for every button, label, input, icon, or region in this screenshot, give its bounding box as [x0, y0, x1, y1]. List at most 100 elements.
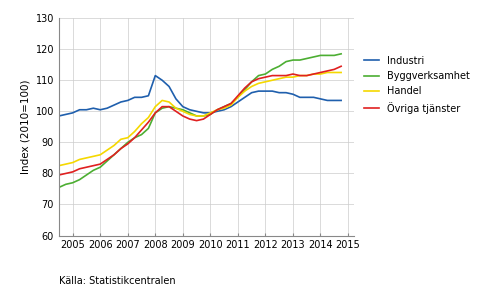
Byggverksamhet: [193, 114, 199, 118]
Byggverksamhet: [63, 182, 69, 186]
Övriga tjänster: [118, 147, 124, 150]
Line: Handel: Handel: [52, 72, 341, 166]
Handel: [125, 136, 131, 140]
Industri: [283, 91, 289, 95]
Industri: [256, 89, 262, 93]
Byggverksamhet: [276, 64, 282, 68]
Handel: [325, 71, 330, 74]
Övriga tjänster: [256, 77, 262, 81]
Övriga tjänster: [228, 102, 234, 105]
Byggverksamhet: [249, 80, 255, 84]
Handel: [214, 108, 220, 111]
Övriga tjänster: [242, 86, 248, 90]
Line: Industri: Industri: [52, 76, 341, 119]
Industri: [70, 111, 76, 115]
Handel: [118, 137, 124, 141]
Byggverksamhet: [77, 178, 82, 182]
Industri: [325, 99, 330, 102]
Handel: [138, 122, 144, 126]
Handel: [152, 105, 158, 108]
Byggverksamhet: [256, 74, 262, 77]
Byggverksamhet: [283, 60, 289, 63]
Handel: [318, 72, 324, 76]
Övriga tjänster: [311, 72, 317, 76]
Industri: [297, 95, 303, 99]
Handel: [104, 148, 110, 152]
Handel: [97, 153, 103, 157]
Handel: [235, 95, 241, 99]
Övriga tjänster: [56, 173, 62, 177]
Handel: [145, 116, 151, 119]
Industri: [242, 95, 248, 99]
Övriga tjänster: [200, 117, 206, 121]
Industri: [90, 106, 96, 110]
Byggverksamhet: [118, 147, 124, 150]
Övriga tjänster: [132, 136, 137, 140]
Byggverksamhet: [90, 169, 96, 172]
Industri: [249, 91, 255, 95]
Övriga tjänster: [104, 158, 110, 161]
Handel: [83, 156, 89, 160]
Övriga tjänster: [70, 170, 76, 174]
Handel: [311, 72, 317, 76]
Handel: [249, 85, 255, 88]
Övriga tjänster: [152, 111, 158, 115]
Handel: [207, 111, 213, 115]
Handel: [304, 74, 310, 77]
Line: Övriga tjänster: Övriga tjänster: [52, 66, 341, 178]
Industri: [276, 91, 282, 95]
Handel: [200, 114, 206, 118]
Byggverksamhet: [221, 105, 227, 108]
Övriga tjänster: [63, 172, 69, 175]
Handel: [90, 155, 96, 158]
Byggverksamhet: [325, 53, 330, 57]
Industri: [49, 117, 55, 121]
Industri: [318, 97, 324, 101]
Byggverksamhet: [263, 72, 269, 76]
Handel: [276, 77, 282, 81]
Övriga tjänster: [90, 164, 96, 168]
Handel: [338, 71, 344, 74]
Industri: [221, 108, 227, 111]
Övriga tjänster: [159, 105, 165, 108]
Industri: [125, 99, 131, 102]
Byggverksamhet: [125, 140, 131, 144]
Legend: Industri, Byggverksamhet, Handel, Övriga tjänster: Industri, Byggverksamhet, Handel, Övriga…: [364, 56, 469, 114]
Industri: [331, 99, 337, 102]
Industri: [159, 79, 165, 82]
Övriga tjänster: [187, 117, 192, 121]
Handel: [263, 80, 269, 84]
Övriga tjänster: [290, 72, 296, 76]
Byggverksamhet: [132, 136, 137, 140]
Byggverksamhet: [138, 133, 144, 137]
Övriga tjänster: [180, 114, 186, 118]
Byggverksamhet: [235, 95, 241, 99]
Byggverksamhet: [152, 111, 158, 115]
Handel: [56, 164, 62, 168]
Y-axis label: Index (2010=100): Index (2010=100): [20, 80, 30, 174]
Handel: [159, 99, 165, 102]
Industri: [104, 106, 110, 110]
Byggverksamhet: [207, 113, 213, 116]
Övriga tjänster: [318, 71, 324, 74]
Byggverksamhet: [338, 52, 344, 56]
Industri: [187, 108, 192, 111]
Handel: [77, 158, 82, 161]
Byggverksamhet: [304, 57, 310, 60]
Industri: [111, 103, 117, 107]
Övriga tjänster: [83, 165, 89, 169]
Övriga tjänster: [49, 176, 55, 180]
Övriga tjänster: [338, 64, 344, 68]
Industri: [83, 108, 89, 111]
Line: Byggverksamhet: Byggverksamhet: [52, 54, 341, 191]
Byggverksamhet: [290, 58, 296, 62]
Byggverksamhet: [187, 111, 192, 115]
Byggverksamhet: [331, 53, 337, 57]
Handel: [63, 162, 69, 166]
Industri: [56, 114, 62, 118]
Handel: [283, 75, 289, 79]
Byggverksamhet: [200, 114, 206, 118]
Industri: [228, 105, 234, 108]
Byggverksamhet: [318, 53, 324, 57]
Handel: [166, 100, 172, 104]
